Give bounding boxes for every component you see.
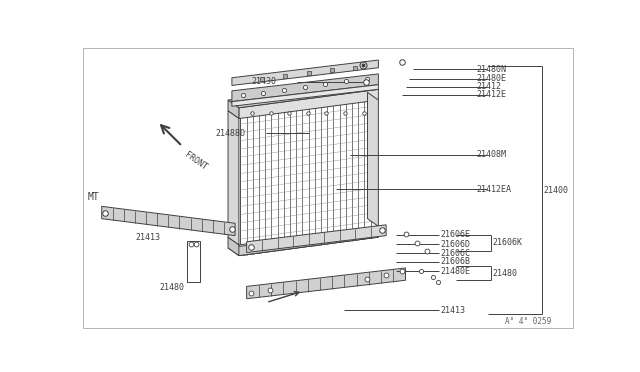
Text: 21430: 21430 [251, 77, 276, 86]
Polygon shape [228, 100, 239, 119]
Polygon shape [228, 230, 378, 256]
Text: 21408M: 21408M [477, 150, 507, 159]
Text: 21606K: 21606K [492, 238, 522, 247]
Polygon shape [232, 74, 378, 102]
Text: 21480E: 21480E [440, 266, 470, 276]
Text: 21606B: 21606B [440, 257, 470, 266]
Polygon shape [232, 85, 378, 106]
Text: MT: MT [88, 192, 99, 202]
Text: 21412: 21412 [477, 83, 502, 92]
Polygon shape [367, 92, 378, 226]
Text: 21413: 21413 [440, 306, 465, 315]
Text: 21488O: 21488O [215, 129, 245, 138]
Polygon shape [187, 241, 200, 282]
Polygon shape [241, 89, 377, 256]
Polygon shape [246, 268, 406, 299]
Text: 21412E: 21412E [477, 90, 507, 99]
Text: A° 4° 0259: A° 4° 0259 [505, 317, 551, 326]
Polygon shape [239, 226, 378, 256]
Polygon shape [228, 111, 239, 245]
Text: 21480E: 21480E [477, 74, 507, 83]
Text: 21400: 21400 [543, 186, 568, 195]
Text: 21412EA: 21412EA [477, 185, 512, 194]
Text: 21606D: 21606D [440, 240, 470, 248]
Text: 21606E: 21606E [440, 230, 470, 239]
Polygon shape [102, 206, 235, 235]
Text: FRONT: FRONT [183, 150, 209, 172]
Polygon shape [239, 89, 378, 119]
Text: 21480: 21480 [160, 283, 185, 292]
Polygon shape [228, 237, 239, 256]
Text: 21413: 21413 [136, 233, 161, 243]
Polygon shape [246, 225, 386, 253]
Polygon shape [228, 81, 378, 108]
Text: 21606C: 21606C [440, 249, 470, 258]
Text: 21480N: 21480N [477, 65, 507, 74]
Polygon shape [232, 60, 378, 86]
Text: 21480: 21480 [492, 269, 517, 278]
